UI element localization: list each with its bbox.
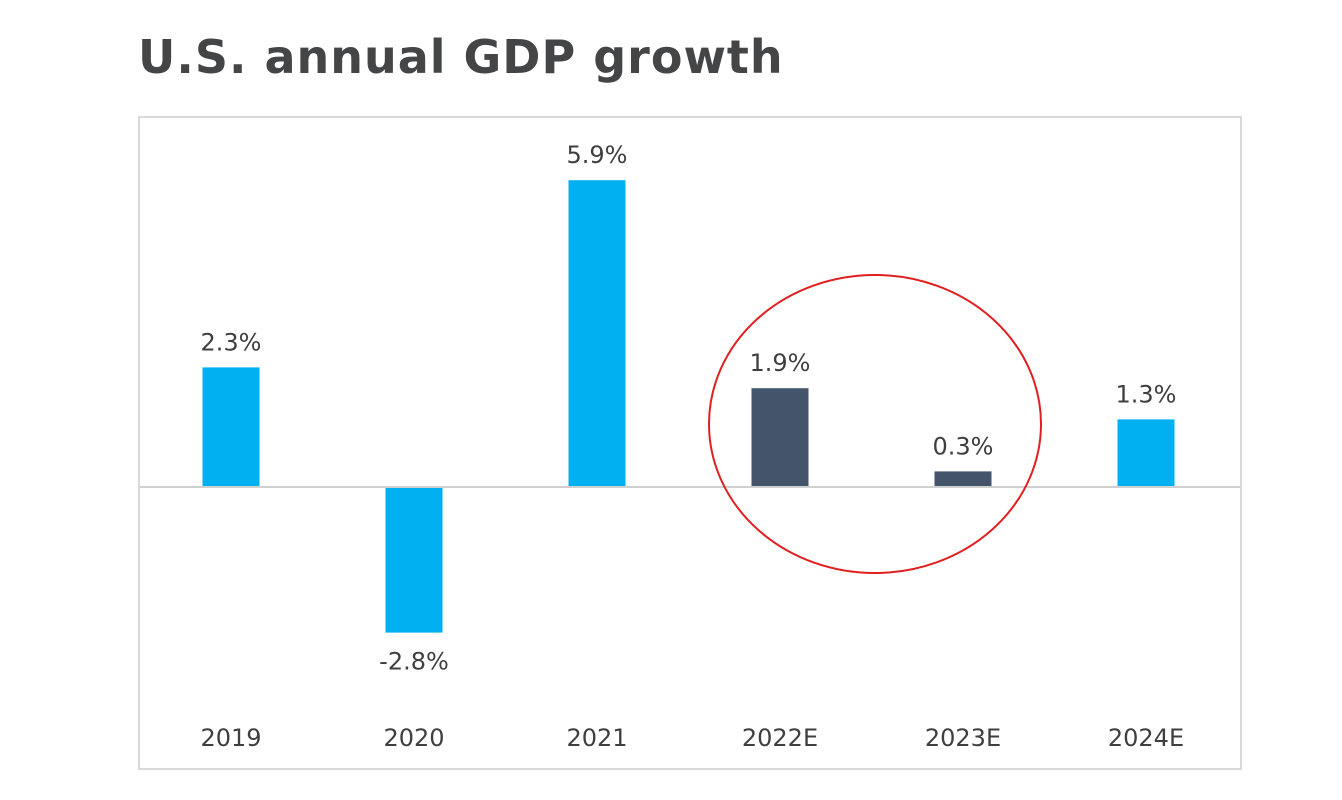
data-label-2023e: 0.3%	[933, 432, 994, 460]
labels-layer: 2.3% -2.8% 5.9% 1.9% 0.3% 1.3%	[201, 141, 1177, 675]
bar-2021	[568, 180, 626, 487]
data-label-2020: -2.8%	[379, 648, 449, 676]
bar-2019	[202, 367, 260, 487]
highlight-annotation-ellipse	[708, 274, 1042, 574]
x-tick-label-2022e: 2022E	[742, 724, 818, 752]
bar-2022e	[751, 388, 809, 487]
x-axis-ticks: 2019 2020 2021 2022E 2023E 2024E	[200, 724, 1184, 752]
bar-2020	[385, 487, 443, 633]
data-label-2021: 5.9%	[567, 141, 628, 169]
data-label-2024e: 1.3%	[1116, 380, 1177, 408]
x-tick-label-2019: 2019	[200, 724, 261, 752]
chart-title: U.S. annual GDP growth	[138, 30, 784, 84]
plot-area-frame	[138, 116, 1242, 770]
data-label-2019: 2.3%	[201, 328, 262, 356]
bar-2024e	[1117, 419, 1175, 487]
data-label-2022e: 1.9%	[750, 349, 811, 377]
x-tick-label-2024e: 2024E	[1108, 724, 1184, 752]
bars-layer	[202, 180, 1175, 633]
x-tick-label-2020: 2020	[383, 724, 444, 752]
x-tick-label-2021: 2021	[566, 724, 627, 752]
x-tick-label-2023e: 2023E	[925, 724, 1001, 752]
bar-2023e	[934, 471, 992, 487]
